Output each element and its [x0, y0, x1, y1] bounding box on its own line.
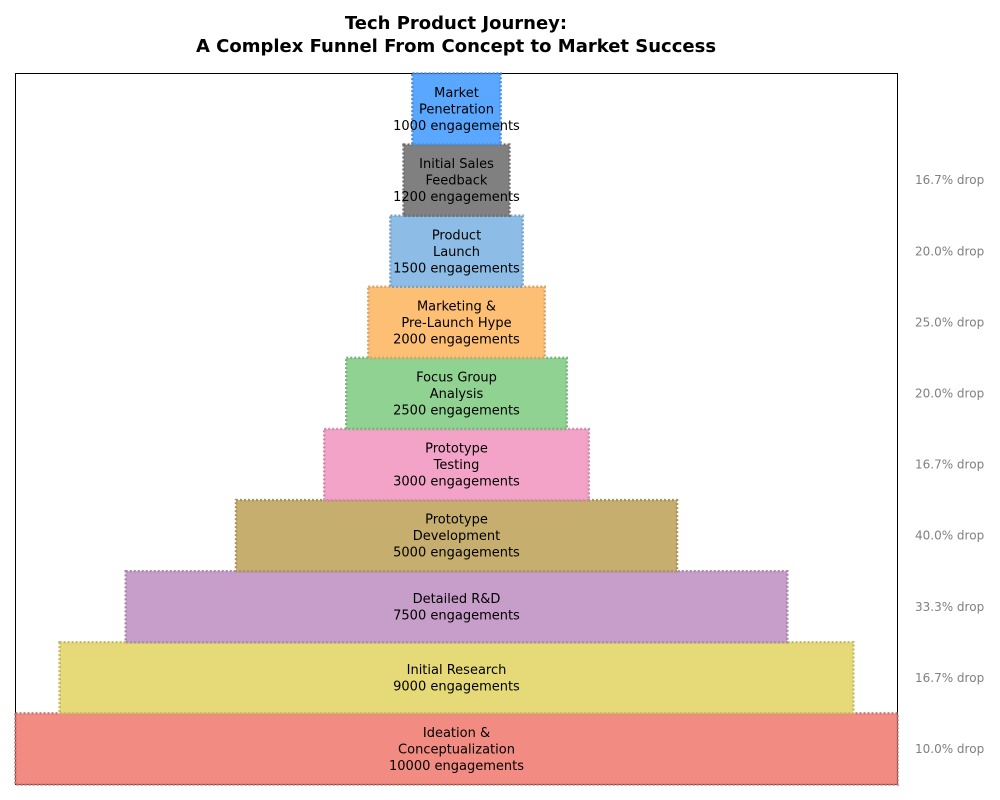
funnel-bar	[124, 569, 789, 644]
stage-label: Prototype Development 5000 engagements	[393, 513, 520, 561]
stage-label: Marketing & Pre-Launch Hype 2000 engagemen…	[393, 299, 520, 347]
stage-label: Detailed R&D 7500 engagements	[393, 592, 520, 624]
stage-label: Market Penetration 1000 engagements	[393, 86, 520, 134]
stage-label: Product Launch 1500 engagements	[393, 228, 520, 276]
stage-label: Initial Sales Feedback 1200 engagements	[393, 157, 520, 205]
drop-percentage-label: 10.0% drop	[915, 742, 984, 756]
funnel-bar	[14, 712, 899, 786]
funnel-bar	[322, 427, 591, 502]
stage-label: Initial Research 9000 engagements	[393, 663, 520, 695]
funnel-bar	[411, 72, 502, 146]
funnel-bar	[345, 356, 568, 431]
drop-percentage-label: 16.7% drop	[915, 173, 984, 187]
stage-label: Focus Group Analysis 2500 engagements	[393, 370, 520, 418]
drop-labels: 10.0% drop 16.7% drop 33.3% drop 40.0% drop…	[915, 173, 984, 756]
drop-percentage-label: 25.0% drop	[915, 315, 984, 329]
funnel-bar	[389, 214, 524, 289]
stage-label: Ideation & Conceptualization 10000 engagem…	[389, 726, 524, 774]
drop-percentage-label: 16.7% drop	[915, 458, 984, 472]
stage-label: Prototype Testing 3000 engagements	[393, 442, 520, 490]
drop-percentage-label: 20.0% drop	[915, 386, 984, 400]
funnel-stages: Ideation & Conceptualization 10000 engagem…	[14, 72, 899, 786]
drop-percentage-label: 20.0% drop	[915, 244, 984, 258]
chart-title: Tech Product Journey:	[345, 13, 567, 34]
drop-percentage-label: 33.3% drop	[915, 600, 984, 614]
chart-subtitle: A Complex Funnel From Concept to Market …	[196, 36, 716, 57]
drop-percentage-label: 16.7% drop	[915, 671, 984, 685]
drop-percentage-label: 40.0% drop	[915, 529, 984, 543]
